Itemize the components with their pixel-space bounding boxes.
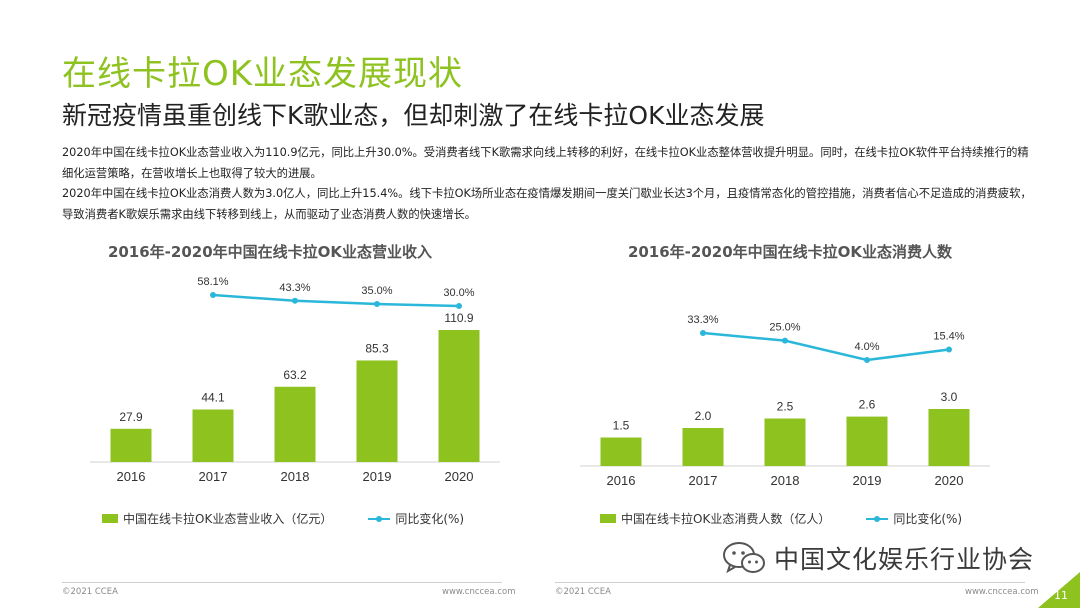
bar (192, 409, 234, 462)
line-point (374, 301, 380, 308)
bar (764, 418, 806, 466)
footer-site-right: www.cnccea.com (965, 587, 1039, 597)
x-tick-label: 2018 (771, 473, 800, 488)
x-tick-label: 2017 (689, 473, 718, 488)
legend-bar-swatch (102, 514, 118, 523)
line-point (864, 357, 870, 363)
legend-users: 中国在线卡拉OK业态消费人数（亿人） 同比变化(%) (600, 510, 962, 527)
chart-users: 1.5 2016 2.0 2017 2.5 2018 2.6 2019 3.0 2020 33.3%… (580, 314, 990, 488)
legend-line-swatch (368, 515, 391, 522)
x-tick-label: 2017 (199, 469, 228, 484)
footer-copyright-right: ©2021 CCEA (555, 587, 611, 597)
legend-revenue: 中国在线卡拉OK业态营业收入（亿元） 同比变化(%) (102, 510, 464, 527)
line-series (212, 293, 460, 308)
bar-value-label: 44.1 (201, 391, 225, 405)
footer-site-left: www.cnccea.com (442, 587, 516, 597)
bar-value-label: 27.9 (119, 410, 143, 424)
chart-revenue: 27.9 2016 44.1 2017 63.2 2018 85.3 2019 110.9 202… (90, 276, 500, 484)
bar-value-label: 2.6 (859, 398, 876, 412)
legend-bar-label: 中国在线卡拉OK业态营业收入（亿元） (123, 512, 333, 526)
x-tick-label: 2020 (935, 473, 964, 488)
legend-line-swatch (866, 515, 889, 522)
bar-value-label: 85.3 (365, 341, 389, 355)
legend-bar-label: 中国在线卡拉OK业态消费人数（亿人） (621, 512, 831, 526)
line-value-label: 15.4% (933, 330, 964, 342)
line-series (702, 331, 950, 362)
bar-value-label: 1.5 (613, 419, 630, 433)
page-corner (1038, 572, 1080, 608)
x-tick-label: 2018 (281, 469, 310, 484)
line-point (782, 337, 788, 344)
bar-value-label: 2.5 (777, 400, 794, 414)
footer-divider-left (62, 582, 502, 583)
line-value-label: 25.0% (769, 322, 800, 334)
bar-value-label: 63.2 (283, 368, 307, 382)
bar (438, 330, 480, 462)
chart-title-revenue: 2016年-2020年中国在线卡拉OK业态营业收入 (107, 243, 433, 261)
line-value-label: 30.0% (443, 287, 474, 299)
x-tick-label: 2019 (363, 469, 392, 484)
page-number: 11 (1054, 589, 1068, 602)
footer-copyright-left: ©2021 CCEA (62, 587, 118, 597)
description-paragraph-users: 2020年中国在线卡拉OK业态消费人数为3.0亿人，同比上升15.4%。线下卡拉… (62, 187, 1032, 221)
bar (600, 437, 642, 466)
legend-line-label: 同比变化(%) (395, 512, 465, 526)
bar-value-label: 2.0 (695, 409, 712, 423)
line-point (946, 346, 952, 353)
line-point (210, 292, 216, 298)
bar (682, 428, 724, 466)
bar (846, 416, 888, 466)
x-tick-label: 2016 (117, 469, 146, 484)
line-point (292, 297, 298, 304)
bar (356, 360, 398, 462)
line-point (456, 303, 462, 309)
watermark-text: 中国文化娱乐行业协会 (774, 545, 1035, 574)
x-tick-label: 2016 (607, 473, 636, 488)
description-paragraph-revenue: 2020年中国在线卡拉OK业态营业收入为110.9亿元，同比上升30.0%。受消… (62, 146, 1029, 180)
bar (274, 386, 316, 462)
line-point (700, 330, 706, 336)
line-value-label: 43.3% (279, 282, 310, 294)
chart-title-users: 2016年-2020年中国在线卡拉OK业态消费人数 (627, 243, 953, 261)
page-title: 在线卡拉OK业态发展现状 (62, 54, 464, 94)
legend-bar-swatch (600, 514, 616, 523)
line-value-label: 33.3% (687, 314, 718, 326)
bar-value-label: 3.0 (941, 390, 958, 404)
watermark: 中国文化娱乐行业协会 (722, 540, 1034, 576)
x-tick-label: 2020 (445, 469, 474, 484)
line-value-label: 58.1% (197, 276, 228, 288)
line-value-label: 4.0% (854, 341, 879, 353)
line-value-label: 35.0% (361, 285, 392, 297)
bar (928, 409, 970, 466)
bar-value-label: 110.9 (444, 311, 473, 325)
page-subtitle: 新冠疫情虽重创线下K歌业态，但却刺激了在线卡拉OK业态发展 (62, 101, 765, 130)
x-tick-label: 2019 (853, 473, 882, 488)
wechat-icon (723, 542, 765, 574)
legend-line-label: 同比变化(%) (893, 512, 963, 526)
footer-divider-right (555, 582, 1025, 583)
bar (110, 428, 152, 462)
